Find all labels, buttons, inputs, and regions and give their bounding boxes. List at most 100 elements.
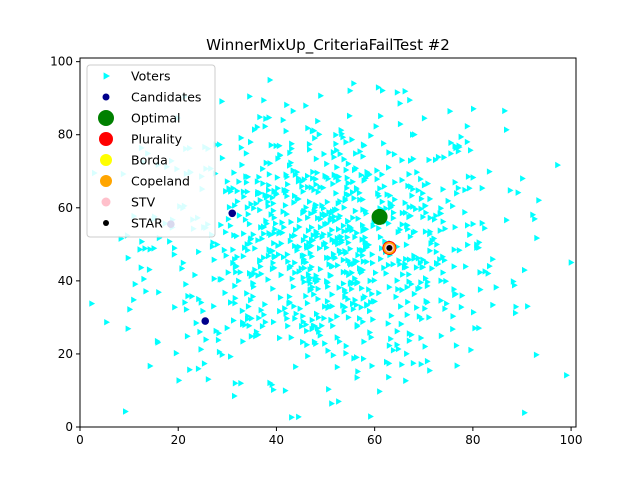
voter-point	[328, 262, 335, 270]
voter-point	[205, 376, 212, 383]
voter-point	[282, 387, 289, 394]
voter-point	[250, 231, 257, 238]
legend-marker	[99, 132, 113, 146]
voter-point	[343, 138, 350, 146]
voter-point	[275, 242, 282, 249]
voter-point	[312, 134, 318, 142]
voter-point	[244, 290, 250, 297]
voter-point	[283, 310, 290, 317]
voter-point	[232, 256, 238, 263]
voter-point	[327, 231, 334, 238]
voter-point	[248, 333, 255, 340]
voter-point	[342, 247, 349, 255]
voter-point	[347, 87, 354, 94]
voter-point	[271, 252, 278, 260]
voter-point	[297, 216, 303, 224]
voter-point	[246, 220, 253, 228]
voter-point	[370, 316, 377, 323]
voter-point	[402, 260, 409, 268]
voter-point	[242, 216, 249, 223]
voter-point	[337, 150, 344, 158]
voter-point	[259, 235, 266, 242]
voter-point	[123, 408, 129, 415]
voter-point	[438, 332, 445, 340]
voter-point	[353, 186, 360, 193]
voter-point	[232, 264, 239, 271]
voter-point	[312, 276, 319, 283]
voter-point	[271, 188, 278, 195]
voter-point	[127, 306, 134, 313]
voter-point	[450, 325, 456, 333]
voter-point	[313, 340, 319, 347]
voter-point	[359, 285, 365, 292]
voter-point	[355, 368, 362, 375]
voter-point	[147, 362, 154, 370]
voter-point	[357, 265, 363, 272]
voter-point	[470, 174, 477, 181]
voter-point	[437, 210, 444, 217]
voter-point	[334, 334, 341, 341]
voter-point	[247, 93, 253, 100]
voter-point	[417, 259, 424, 266]
voter-point	[390, 214, 397, 222]
voter-point	[315, 276, 322, 283]
voter-point	[459, 292, 466, 299]
voter-point	[450, 202, 456, 210]
voter-point	[156, 289, 162, 296]
voter-point	[342, 293, 349, 301]
voter-point	[285, 322, 291, 330]
voter-point	[350, 300, 356, 307]
voter-point	[232, 299, 239, 307]
legend-marker	[100, 175, 112, 187]
voter-point	[172, 244, 178, 252]
voter-point	[385, 261, 392, 269]
chart-title: WinnerMixUp_CriteriaFailTest #2	[206, 36, 450, 55]
voter-point	[253, 200, 260, 207]
voter-point	[283, 171, 290, 178]
voter-point	[261, 223, 267, 230]
voter-point	[167, 238, 173, 245]
voter-point	[251, 204, 257, 212]
voter-point	[313, 155, 320, 163]
voter-point	[283, 127, 290, 135]
y-tick-label: 40	[58, 274, 73, 288]
voter-point	[306, 141, 313, 148]
voter-point	[336, 398, 342, 405]
voter-point	[354, 280, 361, 287]
voter-point	[328, 316, 335, 324]
legend-label: Copeland	[131, 174, 190, 189]
voter-point	[252, 245, 258, 252]
voter-point	[421, 115, 428, 122]
voter-point	[313, 175, 319, 183]
voter-point	[352, 207, 359, 215]
voter-point	[293, 363, 299, 370]
voter-point	[317, 184, 324, 191]
voter-point	[427, 247, 434, 254]
voter-point	[196, 248, 202, 256]
voter-point	[324, 298, 331, 305]
voter-point	[353, 301, 360, 309]
legend-marker	[103, 72, 110, 80]
voter-point	[345, 257, 352, 264]
voter-point	[374, 167, 381, 174]
voter-point	[418, 195, 425, 203]
voter-point	[300, 258, 307, 266]
voter-point	[288, 334, 295, 341]
voter-point	[418, 205, 425, 213]
voter-point	[271, 386, 277, 393]
voter-point	[383, 205, 390, 212]
legend-label: STV	[131, 195, 156, 210]
voter-point	[363, 226, 370, 233]
voter-point	[451, 263, 458, 270]
voter-point	[410, 359, 417, 367]
voter-point	[317, 224, 324, 231]
voter-point	[271, 318, 277, 326]
voter-point	[173, 349, 180, 357]
voter-point	[369, 290, 375, 298]
voter-point	[342, 286, 348, 294]
voter-point	[440, 186, 447, 193]
voter-point	[433, 156, 439, 164]
legend-box	[86, 64, 216, 238]
voter-point	[300, 237, 307, 244]
voter-point	[332, 206, 338, 214]
